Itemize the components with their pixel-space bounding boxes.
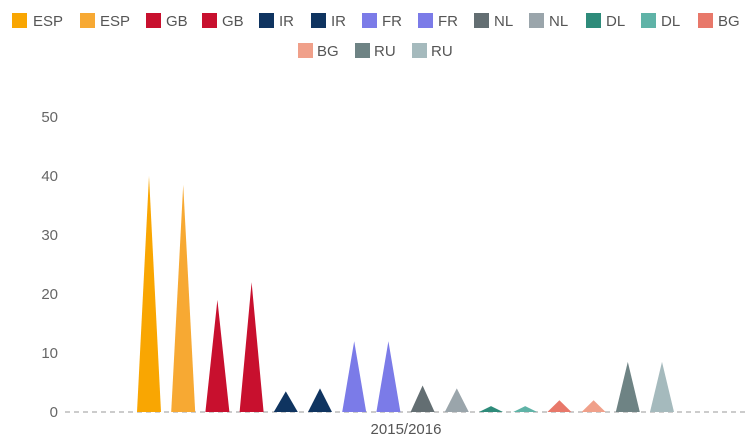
legend-label: RU bbox=[431, 43, 453, 60]
y-tick-label: 0 bbox=[50, 404, 58, 421]
legend-swatch bbox=[362, 13, 377, 28]
legend-swatch bbox=[12, 13, 27, 28]
y-tick-label: 40 bbox=[41, 168, 58, 185]
legend-swatch bbox=[418, 13, 433, 28]
bar-dl-b bbox=[513, 406, 538, 412]
legend-swatch bbox=[698, 13, 713, 28]
bar-nl-a bbox=[410, 385, 435, 412]
bar-esp-b bbox=[171, 184, 196, 412]
legend-label: ESP bbox=[33, 13, 63, 30]
legend-item-dl[interactable]: DL bbox=[641, 13, 680, 30]
bar-gb-b bbox=[239, 282, 264, 412]
legend-swatch bbox=[529, 13, 544, 28]
legend-item-ir[interactable]: IR bbox=[259, 13, 294, 30]
bars bbox=[137, 176, 674, 412]
legend-label: DL bbox=[661, 13, 680, 30]
legend-swatch bbox=[202, 13, 217, 28]
legend-label: FR bbox=[438, 13, 458, 30]
legend-item-fr[interactable]: FR bbox=[362, 13, 402, 30]
y-tick-label: 30 bbox=[41, 227, 58, 244]
legend-item-bg[interactable]: BG bbox=[698, 13, 740, 30]
bar-fr-b bbox=[376, 341, 401, 412]
bar-ru-b bbox=[650, 361, 674, 412]
legend-swatch bbox=[259, 13, 274, 28]
bar-bg-b bbox=[581, 400, 606, 412]
legend-label: RU bbox=[374, 43, 396, 60]
legend-label: NL bbox=[494, 13, 513, 30]
legend-item-esp[interactable]: ESP bbox=[12, 13, 63, 30]
legend-label: IR bbox=[331, 13, 346, 30]
legend-item-fr[interactable]: FR bbox=[418, 13, 458, 30]
legend-label: FR bbox=[382, 13, 402, 30]
legend-item-nl[interactable]: NL bbox=[474, 13, 513, 30]
y-tick-label: 20 bbox=[41, 286, 58, 303]
y-axis: 0 10 20 30 40 50 bbox=[41, 109, 58, 421]
legend-label: ESP bbox=[100, 13, 130, 30]
legend-swatch bbox=[298, 43, 313, 58]
legend-label: GB bbox=[222, 13, 244, 30]
legend-item-esp[interactable]: ESP bbox=[80, 13, 130, 30]
legend-label: BG bbox=[317, 43, 339, 60]
legend-label: GB bbox=[166, 13, 188, 30]
bar-fr-a bbox=[342, 341, 367, 412]
legend-label: IR bbox=[279, 13, 294, 30]
legend-swatch bbox=[412, 43, 427, 58]
category-label: 2015/2016 bbox=[371, 421, 442, 437]
legend-swatch bbox=[355, 43, 370, 58]
legend-item-nl[interactable]: NL bbox=[529, 13, 568, 30]
legend-item-bg[interactable]: BG bbox=[298, 43, 339, 60]
y-tick-label: 50 bbox=[41, 109, 58, 126]
legend-swatch bbox=[311, 13, 326, 28]
legend-item-gb[interactable]: GB bbox=[202, 13, 244, 30]
legend-label: NL bbox=[549, 13, 568, 30]
bar-ru-a bbox=[615, 361, 640, 412]
bar-ir-b bbox=[308, 388, 332, 412]
legend-item-ru[interactable]: RU bbox=[355, 43, 396, 60]
bar-ir-a bbox=[273, 391, 298, 412]
legend-item-gb[interactable]: GB bbox=[146, 13, 188, 30]
legend-swatch bbox=[80, 13, 95, 28]
legend-item-ir[interactable]: IR bbox=[311, 13, 346, 30]
legend-swatch bbox=[474, 13, 489, 28]
legend-swatch bbox=[641, 13, 656, 28]
bar-gb-a bbox=[205, 299, 230, 412]
legend-item-dl[interactable]: DL bbox=[586, 13, 625, 30]
legend-swatch bbox=[586, 13, 601, 28]
bar-dl-a bbox=[479, 406, 503, 412]
bar-bg-a bbox=[547, 400, 572, 412]
legend-label: DL bbox=[606, 13, 625, 30]
bar-nl-b bbox=[444, 388, 469, 412]
legend-item-ru[interactable]: RU bbox=[412, 43, 453, 60]
legend-swatch bbox=[146, 13, 161, 28]
legend: ESP ESP GB GB IR IR FR FR NL NL DL DL BG BG RU RU bbox=[12, 13, 740, 60]
bar-esp-a bbox=[137, 176, 161, 412]
legend-label: BG bbox=[718, 13, 740, 30]
y-tick-label: 10 bbox=[41, 345, 58, 362]
